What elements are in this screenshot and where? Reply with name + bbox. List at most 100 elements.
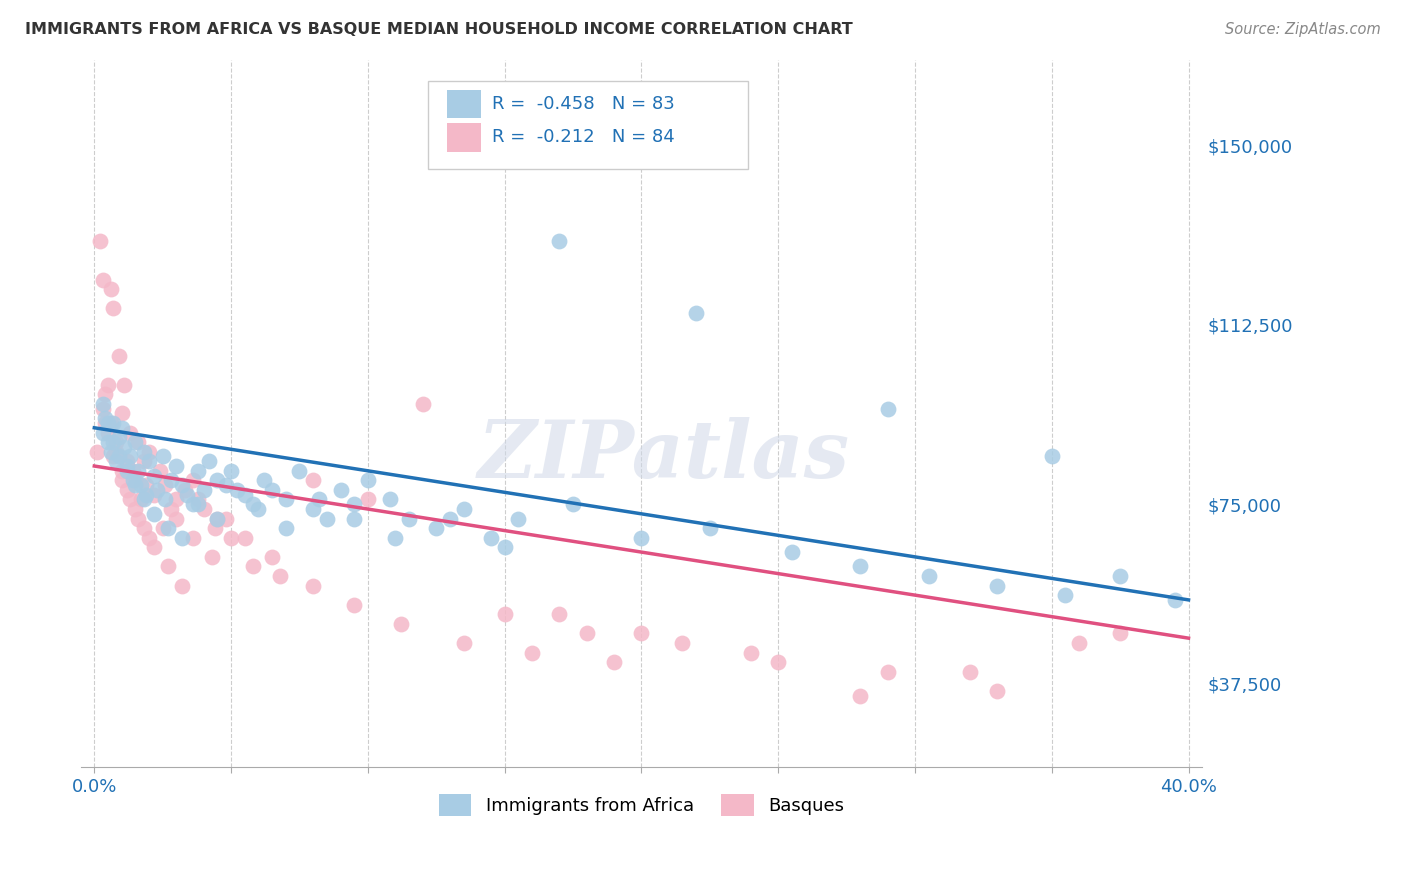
FancyBboxPatch shape <box>447 123 481 152</box>
Point <box>780 545 803 559</box>
Point <box>97 416 120 430</box>
Point <box>170 578 193 592</box>
Point <box>439 511 461 525</box>
Point <box>562 497 585 511</box>
Point <box>412 397 434 411</box>
FancyBboxPatch shape <box>429 81 748 169</box>
Point <box>165 458 187 473</box>
Point <box>219 531 242 545</box>
Point <box>127 511 149 525</box>
Point <box>181 474 204 488</box>
Point <box>187 497 209 511</box>
Point <box>160 474 183 488</box>
Point <box>876 401 898 416</box>
Point <box>233 531 256 545</box>
Point <box>214 511 236 525</box>
Point <box>170 531 193 545</box>
Point <box>103 450 125 464</box>
Point <box>242 559 264 574</box>
Point <box>508 511 530 525</box>
Point <box>274 492 297 507</box>
Point <box>378 492 401 507</box>
Point <box>1069 636 1091 650</box>
Point <box>127 435 149 450</box>
Point <box>849 559 872 574</box>
Point <box>520 646 543 660</box>
Point <box>138 444 160 458</box>
Point <box>152 521 174 535</box>
Point <box>165 492 187 507</box>
Point <box>103 301 125 316</box>
Point <box>269 569 291 583</box>
Point <box>389 616 412 631</box>
Point <box>308 492 330 507</box>
Point <box>129 478 152 492</box>
Point <box>160 502 183 516</box>
Point <box>201 549 224 564</box>
Point <box>357 492 380 507</box>
Point <box>105 444 128 458</box>
Point <box>157 521 180 535</box>
Point <box>103 435 125 450</box>
Point <box>181 531 204 545</box>
Point <box>302 578 325 592</box>
Point <box>97 435 120 450</box>
Point <box>124 478 146 492</box>
Point <box>108 430 131 444</box>
Point <box>100 416 122 430</box>
Point <box>97 377 120 392</box>
Point <box>343 598 366 612</box>
Point <box>575 626 598 640</box>
Point <box>302 502 325 516</box>
Point <box>630 531 652 545</box>
Point <box>115 458 138 473</box>
Point <box>157 559 180 574</box>
Point <box>193 502 215 516</box>
FancyBboxPatch shape <box>447 90 481 119</box>
Point <box>121 464 143 478</box>
Point <box>152 450 174 464</box>
Point <box>548 235 571 249</box>
Point <box>111 474 134 488</box>
Point <box>115 454 138 468</box>
Point <box>398 511 420 525</box>
Text: IMMIGRANTS FROM AFRICA VS BASQUE MEDIAN HOUSEHOLD INCOME CORRELATION CHART: IMMIGRANTS FROM AFRICA VS BASQUE MEDIAN … <box>25 22 853 37</box>
Point <box>94 387 117 401</box>
Point <box>176 488 198 502</box>
Point <box>143 541 166 555</box>
Point <box>108 349 131 363</box>
Point <box>193 483 215 497</box>
Point <box>207 511 229 525</box>
Point <box>479 531 502 545</box>
Point <box>155 492 177 507</box>
Point <box>357 474 380 488</box>
Point <box>112 440 135 454</box>
Point <box>108 450 131 464</box>
Point <box>548 607 571 622</box>
Point <box>143 507 166 521</box>
Point <box>986 683 1008 698</box>
Point <box>384 531 406 545</box>
Point <box>671 636 693 650</box>
Point <box>630 626 652 640</box>
Point <box>124 502 146 516</box>
Point <box>111 421 134 435</box>
Point <box>1054 588 1077 602</box>
Point <box>94 411 117 425</box>
Point <box>207 474 229 488</box>
Point <box>111 406 134 420</box>
Point <box>97 425 120 440</box>
Point <box>129 492 152 507</box>
Point <box>253 474 276 488</box>
Point <box>118 425 141 440</box>
Point <box>86 444 108 458</box>
Point <box>118 492 141 507</box>
Point <box>225 483 247 497</box>
Point <box>453 502 475 516</box>
Point <box>146 483 169 497</box>
Point <box>274 521 297 535</box>
Point <box>135 488 157 502</box>
Point <box>343 511 366 525</box>
Point <box>425 521 447 535</box>
Text: R =  -0.458   N = 83: R = -0.458 N = 83 <box>492 95 675 113</box>
